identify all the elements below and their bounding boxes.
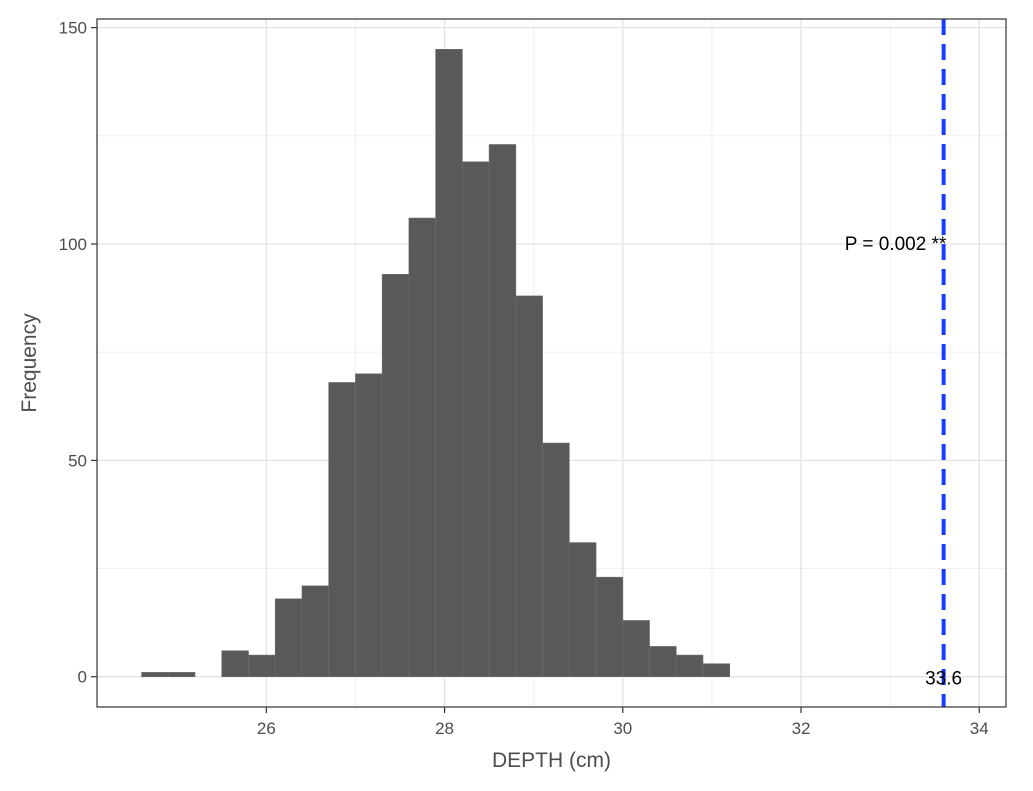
x-tick-label: 32 [792,719,811,738]
histogram-bar [328,382,356,678]
histogram-bar [542,442,570,678]
y-axis: 0 50 100 150 [59,19,97,687]
y-tick-label: 100 [59,235,87,254]
plot-border [96,18,1007,708]
observed-value-label: 33.6 [925,669,962,690]
x-tick-label: 26 [257,719,276,738]
histogram-bar [488,144,517,678]
histogram-bar [675,654,704,678]
x-tick-label: 30 [613,719,632,738]
histogram-bar [569,542,597,678]
histogram-bar [515,295,543,678]
y-axis-title: Frequency [18,313,41,413]
observed-value-group: 33.6 P = 0.002 ** [845,19,962,707]
y-tick-label: 150 [59,19,87,38]
x-tick-label: 34 [970,719,989,738]
histogram-bar [221,650,249,678]
histogram-bar [355,373,383,678]
histogram-bar [141,672,169,678]
histogram-bar [248,654,276,678]
histogram-bars [141,48,731,678]
histogram-bar [462,161,490,678]
histogram-bar [301,585,330,678]
histogram-bar [702,663,731,678]
y-tick-label: 0 [78,668,87,687]
histogram-bar [274,598,303,678]
histogram-bar [649,646,677,678]
x-tick-label: 28 [435,719,454,738]
histogram-bar [435,48,463,678]
x-axis-title: DEPTH (cm) [492,749,611,772]
histogram-bar [622,620,650,678]
histogram-bar [595,576,624,678]
x-axis: 26 28 30 32 34 [257,707,989,738]
p-value-annotation: P = 0.002 ** [845,234,947,255]
histogram-bar [408,217,436,678]
histogram-bar [381,273,410,678]
y-tick-label: 50 [68,451,87,470]
histogram-bar [167,672,196,678]
